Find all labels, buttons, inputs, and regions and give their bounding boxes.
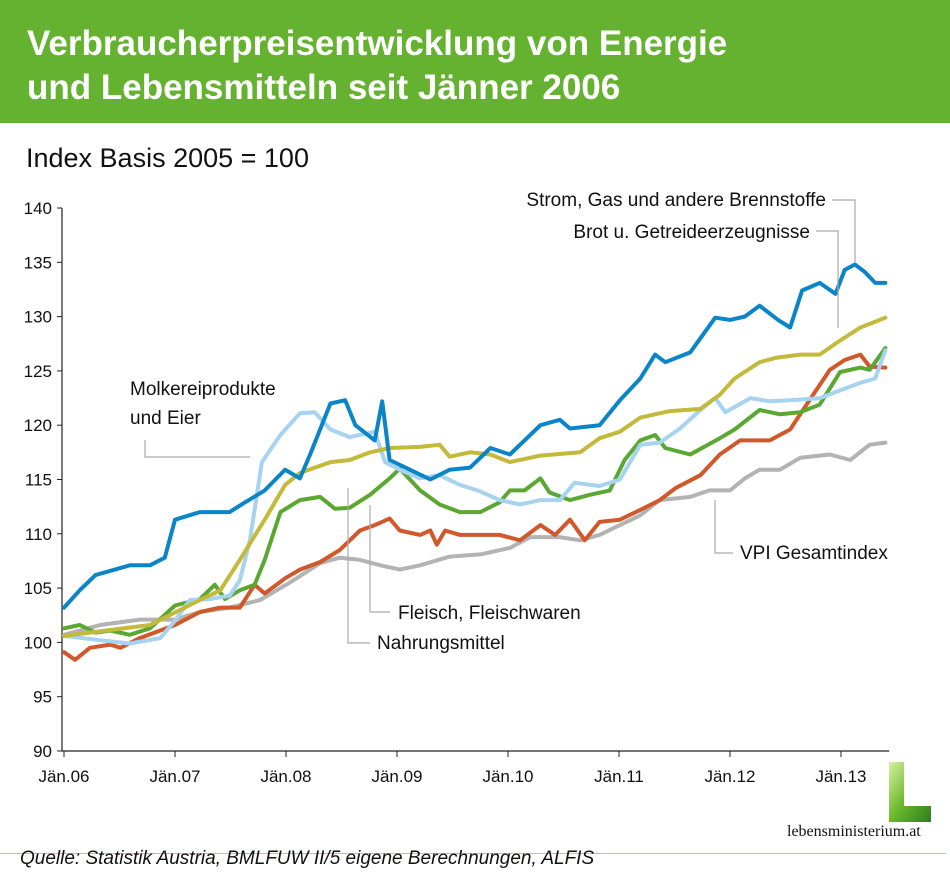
leader-line-vpi <box>714 500 733 554</box>
label-molkerei-line2: und Eier <box>130 408 201 429</box>
series-line-strom-gas-und-andere-brennstoffe <box>62 262 888 610</box>
y-tick-label: 120 <box>24 416 52 435</box>
label-molkerei-line1: Molkereiprodukte <box>130 379 276 400</box>
y-tick-label: 115 <box>25 471 52 490</box>
axes: 90 95 100 105 110 115 120 125 130 135 140 Jän.06 Jän… <box>24 199 890 786</box>
x-tick-label: Jän.13 <box>815 767 866 786</box>
series-line-vpi-gesamtindex <box>62 440 888 637</box>
label-fleisch: Fleisch, Fleischwaren <box>398 603 581 624</box>
y-tick-label: 90 <box>33 742 52 761</box>
y-tick-label: 100 <box>24 633 52 652</box>
x-tick-label: Jän.06 <box>38 767 89 786</box>
footer-divider <box>0 853 946 854</box>
label-nahrungsmittel: Nahrungsmittel <box>377 633 505 654</box>
chart-title: Verbraucherpreisentwicklung von Energie … <box>27 22 727 110</box>
y-tick-label: 130 <box>24 308 52 327</box>
y-tick-label: 140 <box>24 199 52 218</box>
x-tick-label: Jän.07 <box>149 767 200 786</box>
title-banner: Verbraucherpreisentwicklung von Energie … <box>0 0 950 123</box>
title-line-1: Verbraucherpreisentwicklung von Energie <box>27 24 728 63</box>
y-tick-label: 135 <box>24 253 52 272</box>
annotations: Strom, Gas und andere Brennstoffe Brot u… <box>130 190 888 654</box>
series-lines <box>62 262 888 662</box>
x-tick-label: Jän.11 <box>594 767 644 786</box>
x-tick-label: Jän.10 <box>482 767 533 786</box>
label-brot: Brot u. Getreideerzeugnisse <box>573 222 810 243</box>
series-line-nahrungsmittel <box>62 352 888 662</box>
label-vpi: VPI Gesamtindex <box>740 543 888 564</box>
y-tick-label: 105 <box>24 579 52 598</box>
label-strom: Strom, Gas und andere Brennstoffe <box>526 190 826 211</box>
y-axis-title: Index Basis 2005 = 100 <box>26 143 309 173</box>
leader-line-strom <box>832 199 856 262</box>
logo-text: lebensministerium.at <box>787 823 921 840</box>
leader-line-brot <box>816 230 839 328</box>
series-line-molkereiprodukte-und-eier <box>62 348 888 646</box>
leader-line-nahrung <box>347 488 370 644</box>
series-line-brot-u-getreideerzeugnisse <box>62 315 888 638</box>
x-tick-label: Jän.12 <box>704 767 755 786</box>
x-tick-label: Jän.09 <box>371 767 422 786</box>
x-tick-label: Jän.08 <box>260 767 311 786</box>
y-tick-label: 95 <box>33 688 52 707</box>
title-line-2: und Lebensmitteln seit Jänner 2006 <box>27 68 621 107</box>
y-tick-label: 110 <box>25 525 52 544</box>
y-tick-label: 125 <box>24 362 52 381</box>
leader-line-molkerei <box>144 440 250 458</box>
leader-line-fleisch <box>369 505 390 613</box>
lebensministerium-logo <box>889 762 931 822</box>
source-note: Quelle: Statistik Austria, BMLFUW II/5 e… <box>20 848 595 869</box>
series-line-fleisch-fleischwaren <box>62 346 888 637</box>
